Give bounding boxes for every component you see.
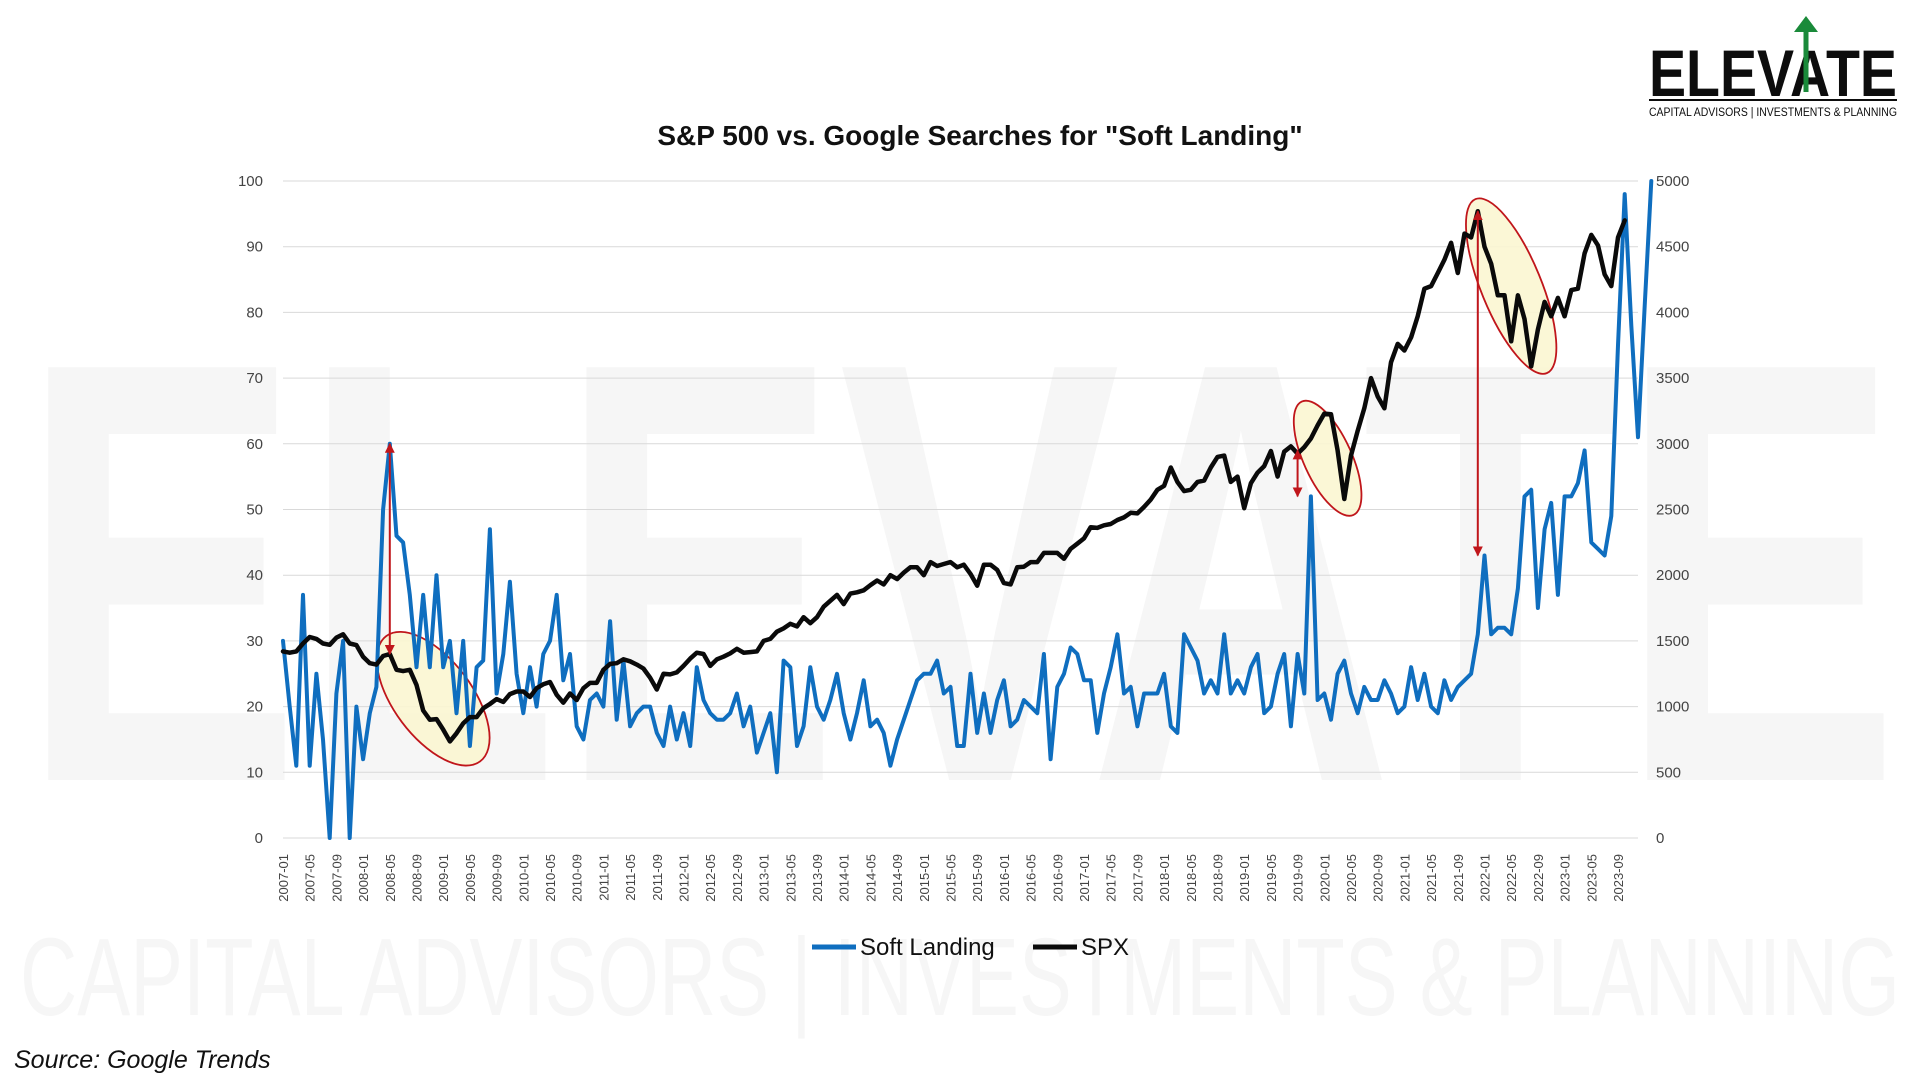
gridlines	[283, 180, 1638, 839]
x-tick-label: 2009-09	[490, 854, 505, 902]
x-tick-label: 2019-09	[1291, 854, 1306, 902]
x-tick-label: 2020-05	[1344, 854, 1359, 902]
y-left-tick-label: 30	[246, 633, 263, 650]
x-tick-label: 2016-05	[1024, 854, 1039, 902]
x-tick-label: 2011-05	[623, 854, 638, 901]
x-tick-label: 2014-09	[890, 854, 905, 902]
x-tick-label: 2015-05	[943, 854, 958, 902]
x-tick-label: 2007-09	[329, 854, 344, 902]
x-tick-label: 2013-01	[757, 854, 772, 902]
x-tick-label: 2018-05	[1184, 854, 1199, 902]
logo-name: ELEVATE	[1649, 36, 1897, 110]
x-tick-label: 2020-09	[1371, 854, 1386, 902]
y-left-tick-label: 100	[238, 173, 263, 190]
legend-item-spx: SPX	[1033, 934, 1129, 961]
x-tick-label: 2007-05	[303, 854, 318, 902]
x-tick-label: 2015-09	[970, 854, 985, 902]
x-tick-label: 2021-05	[1424, 854, 1439, 902]
x-tick-label: 2019-01	[1237, 854, 1252, 902]
legend-item-soft-landing: Soft Landing	[812, 934, 995, 961]
x-tick-label: 2007-01	[276, 854, 291, 902]
y-right-tick-label: 1500	[1656, 633, 1689, 650]
x-tick-label: 2021-01	[1397, 854, 1412, 902]
x-tick-label: 2022-01	[1477, 854, 1492, 902]
x-tick-label: 2023-09	[1611, 854, 1626, 902]
logo-arrow-head	[1794, 16, 1818, 32]
x-tick-label: 2013-05	[783, 854, 798, 902]
logo-arrow-icon	[1794, 16, 1818, 92]
y-left-tick-label: 80	[246, 304, 263, 321]
x-tick-label: 2011-01	[596, 854, 611, 901]
y-right-tick-label: 4000	[1656, 304, 1689, 321]
y-right-tick-label: 1000	[1656, 699, 1689, 716]
x-tick-label: 2012-09	[730, 854, 745, 902]
x-tick-label: 2015-01	[917, 854, 932, 902]
x-tick-label: 2023-05	[1584, 854, 1599, 902]
x-tick-label: 2018-01	[1157, 854, 1172, 902]
y-left-tick-label: 20	[246, 699, 263, 716]
logo: ELEVATE CAPITAL ADVISORS | INVESTMENTS &…	[1649, 16, 1897, 119]
x-tick-label: 2008-01	[356, 854, 371, 902]
legend: Soft Landing SPX	[812, 934, 1129, 961]
x-tick-label: 2021-09	[1451, 854, 1466, 902]
y-right-tick-label: 2000	[1656, 567, 1689, 584]
x-tick-label: 2012-05	[703, 854, 718, 902]
y-left-tick-label: 0	[255, 830, 263, 847]
logo-underline	[1649, 99, 1897, 101]
x-tick-label: 2013-09	[810, 854, 825, 902]
x-tick-label: 2016-09	[1050, 854, 1065, 902]
x-tick-label: 2016-01	[997, 854, 1012, 902]
x-tick-label: 2012-01	[676, 854, 691, 902]
y-left-tick-label: 10	[246, 764, 263, 781]
legend-label-spx: SPX	[1081, 934, 1129, 961]
chart-title: S&P 500 vs. Google Searches for "Soft La…	[657, 120, 1302, 151]
x-tick-label: 2010-09	[570, 854, 585, 902]
watermark-tagline: CAPITAL ADVISORS | INVESTMENTS & PLANNIN…	[20, 916, 1900, 1039]
x-tick-label: 2017-09	[1130, 854, 1145, 902]
x-tick-label: 2011-09	[650, 854, 665, 901]
x-tick-label: 2010-05	[543, 854, 558, 902]
right-axis: 0 500 1000 1500 2000 2500 3000 3500 4000 4500 5000	[1656, 173, 1689, 847]
series-line-spx	[280, 208, 1627, 744]
x-tick-label: 2014-01	[837, 854, 852, 902]
x-tick-label: 2023-01	[1558, 854, 1573, 902]
x-tick-label: 2009-05	[463, 854, 478, 902]
x-tick-label: 2020-01	[1317, 854, 1332, 902]
x-tick-label: 2018-09	[1210, 854, 1225, 902]
x-axis: 2007-01 2007-05 2007-09 2008-01 2008-05 2008-…	[276, 854, 1626, 902]
logo-tagline: CAPITAL ADVISORS | INVESTMENTS & PLANNIN…	[1649, 107, 1897, 119]
y-right-tick-label: 3500	[1656, 370, 1689, 387]
x-tick-label: 2009-01	[436, 854, 451, 902]
source-note: Source: Google Trends	[14, 1046, 271, 1074]
y-left-tick-label: 50	[246, 502, 263, 519]
x-tick-label: 2019-05	[1264, 854, 1279, 902]
y-right-tick-label: 2500	[1656, 502, 1689, 519]
y-right-tick-label: 4500	[1656, 239, 1689, 256]
x-tick-label: 2008-09	[409, 854, 424, 902]
highlight-ellipse	[1465, 197, 1558, 375]
x-tick-label: 2008-05	[383, 854, 398, 902]
series-lines	[280, 179, 1654, 840]
y-right-tick-label: 500	[1656, 764, 1681, 781]
y-left-tick-label: 70	[246, 370, 263, 387]
x-tick-label: 2022-09	[1531, 854, 1546, 902]
y-right-tick-label: 3000	[1656, 436, 1689, 453]
legend-label-soft-landing: Soft Landing	[860, 934, 995, 961]
x-tick-label: 2017-05	[1104, 854, 1119, 902]
y-left-tick-label: 40	[246, 567, 263, 584]
annotation-arrows	[384, 210, 1483, 656]
y-left-tick-label: 90	[246, 239, 263, 256]
y-right-tick-label: 0	[1656, 830, 1664, 847]
y-left-tick-label: 60	[246, 436, 263, 453]
x-tick-label: 2017-01	[1077, 854, 1092, 902]
y-right-tick-label: 5000	[1656, 173, 1689, 190]
x-tick-label: 2010-01	[516, 854, 531, 902]
left-axis: 0 10 20 30 40 50 60 70 80 90 100	[238, 173, 263, 847]
series-line-soft-landing	[281, 179, 1654, 840]
x-tick-label: 2014-05	[863, 854, 878, 902]
x-tick-label: 2022-05	[1504, 854, 1519, 902]
